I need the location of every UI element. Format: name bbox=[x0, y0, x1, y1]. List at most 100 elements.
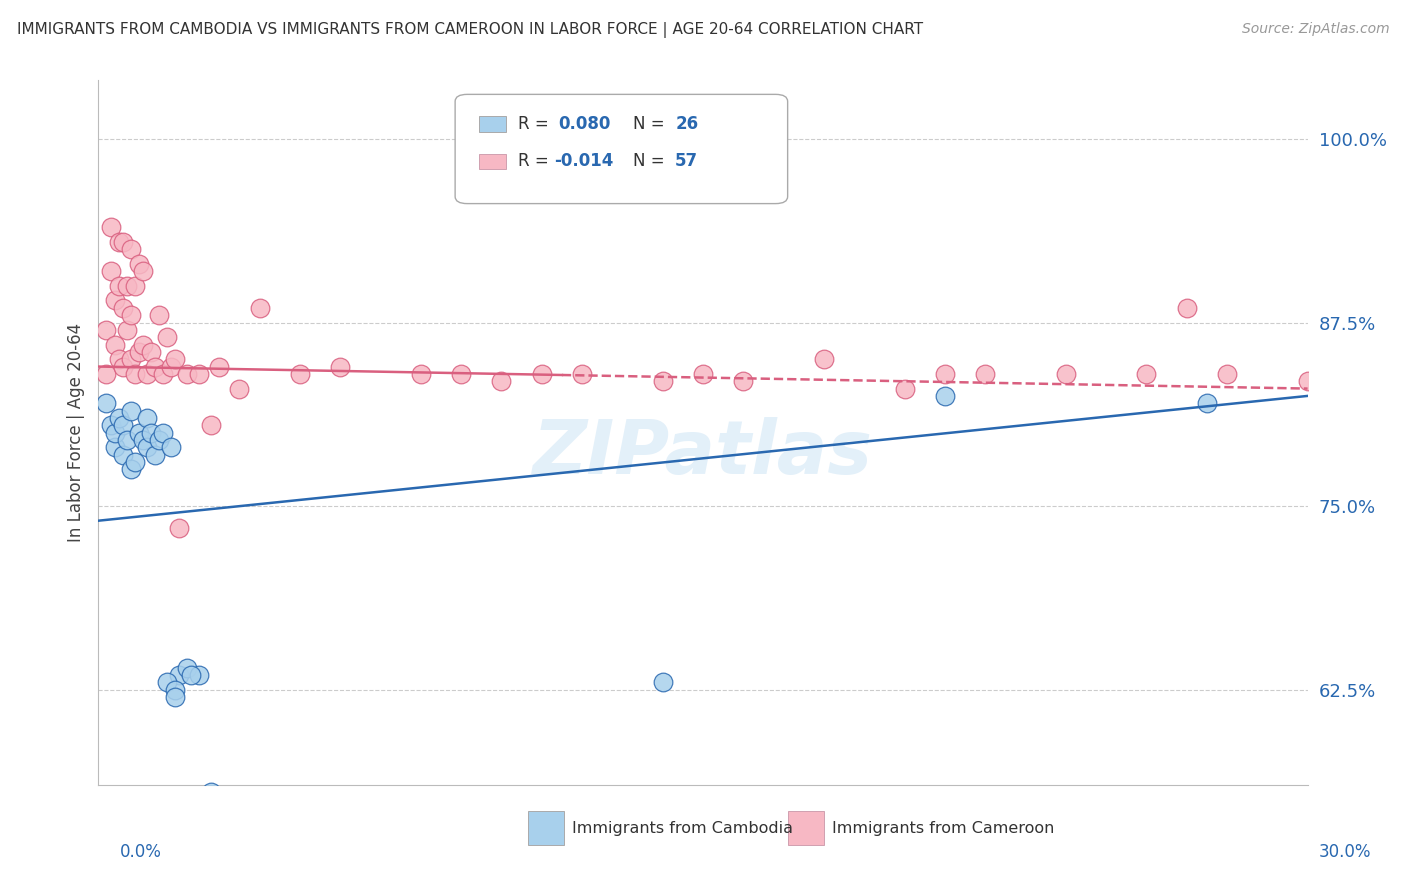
Bar bbox=[527, 811, 564, 845]
Point bbox=[139, 344, 162, 359]
Text: Immigrants from Cameroon: Immigrants from Cameroon bbox=[832, 822, 1054, 836]
Point bbox=[120, 242, 142, 256]
Point bbox=[813, 352, 835, 367]
Point bbox=[176, 660, 198, 674]
Point bbox=[135, 440, 157, 454]
Point bbox=[100, 264, 122, 278]
Point bbox=[128, 425, 150, 440]
Point bbox=[1195, 396, 1218, 410]
Point bbox=[132, 433, 155, 447]
Point bbox=[111, 448, 134, 462]
Point bbox=[188, 668, 211, 682]
Point bbox=[1135, 367, 1157, 381]
Point bbox=[160, 440, 183, 454]
Point bbox=[132, 264, 155, 278]
Point bbox=[200, 418, 222, 433]
Point bbox=[228, 382, 250, 396]
Text: R =: R = bbox=[517, 115, 560, 133]
Point bbox=[571, 367, 593, 381]
Point bbox=[200, 785, 222, 799]
Point bbox=[143, 448, 166, 462]
Point bbox=[124, 278, 146, 293]
Bar bbox=[479, 153, 506, 169]
Point bbox=[651, 675, 673, 690]
Point bbox=[111, 301, 134, 315]
Text: ZIPatlas: ZIPatlas bbox=[533, 417, 873, 491]
Point bbox=[288, 367, 311, 381]
Text: N =: N = bbox=[633, 153, 669, 170]
Text: Source: ZipAtlas.com: Source: ZipAtlas.com bbox=[1241, 22, 1389, 37]
Point bbox=[103, 440, 125, 454]
Point bbox=[651, 374, 673, 388]
Point bbox=[1216, 367, 1239, 381]
Point bbox=[120, 308, 142, 322]
Point bbox=[107, 278, 129, 293]
Text: 0.080: 0.080 bbox=[558, 115, 610, 133]
Point bbox=[450, 367, 472, 381]
Point bbox=[156, 675, 179, 690]
Point bbox=[135, 367, 157, 381]
Point bbox=[180, 668, 202, 682]
Point bbox=[893, 382, 915, 396]
Point bbox=[160, 359, 183, 374]
Y-axis label: In Labor Force | Age 20-64: In Labor Force | Age 20-64 bbox=[66, 323, 84, 542]
Text: 0.0%: 0.0% bbox=[120, 843, 162, 861]
Point bbox=[135, 411, 157, 425]
Text: N =: N = bbox=[633, 115, 669, 133]
Point bbox=[143, 359, 166, 374]
Text: 26: 26 bbox=[675, 115, 699, 133]
Point bbox=[96, 323, 118, 337]
FancyBboxPatch shape bbox=[456, 95, 787, 203]
Point bbox=[1054, 367, 1077, 381]
Point bbox=[163, 352, 186, 367]
Point bbox=[188, 367, 211, 381]
Point bbox=[107, 352, 129, 367]
Point bbox=[491, 374, 513, 388]
Text: IMMIGRANTS FROM CAMBODIA VS IMMIGRANTS FROM CAMEROON IN LABOR FORCE | AGE 20-64 : IMMIGRANTS FROM CAMBODIA VS IMMIGRANTS F… bbox=[17, 22, 922, 38]
Point bbox=[115, 433, 138, 447]
Point bbox=[249, 301, 271, 315]
Point bbox=[1296, 374, 1319, 388]
Point bbox=[148, 433, 170, 447]
Point bbox=[934, 367, 956, 381]
Point bbox=[103, 425, 125, 440]
Point bbox=[329, 359, 352, 374]
Point bbox=[974, 367, 997, 381]
Point bbox=[128, 257, 150, 271]
Point bbox=[103, 337, 125, 351]
Point bbox=[139, 425, 162, 440]
Point bbox=[163, 690, 186, 704]
Point bbox=[111, 418, 134, 433]
Text: R =: R = bbox=[517, 153, 554, 170]
Point bbox=[107, 411, 129, 425]
Point bbox=[167, 521, 190, 535]
Text: Immigrants from Cambodia: Immigrants from Cambodia bbox=[572, 822, 793, 836]
Point bbox=[148, 308, 170, 322]
Point bbox=[128, 344, 150, 359]
Point bbox=[1175, 301, 1198, 315]
Text: -0.014: -0.014 bbox=[554, 153, 613, 170]
Point bbox=[100, 418, 122, 433]
Point bbox=[163, 682, 186, 697]
Point bbox=[167, 668, 190, 682]
Point bbox=[120, 462, 142, 476]
Point bbox=[111, 235, 134, 249]
Point bbox=[120, 403, 142, 417]
Point bbox=[124, 367, 146, 381]
Point bbox=[934, 389, 956, 403]
Point bbox=[111, 359, 134, 374]
Point bbox=[115, 278, 138, 293]
Point bbox=[96, 396, 118, 410]
Bar bbox=[787, 811, 824, 845]
Text: 57: 57 bbox=[675, 153, 699, 170]
Point bbox=[176, 367, 198, 381]
Point bbox=[115, 323, 138, 337]
Bar bbox=[479, 116, 506, 132]
Point bbox=[152, 367, 174, 381]
Point bbox=[208, 359, 231, 374]
Point bbox=[733, 374, 755, 388]
Text: 30.0%: 30.0% bbox=[1319, 843, 1371, 861]
Point bbox=[132, 337, 155, 351]
Point bbox=[96, 367, 118, 381]
Point bbox=[152, 425, 174, 440]
